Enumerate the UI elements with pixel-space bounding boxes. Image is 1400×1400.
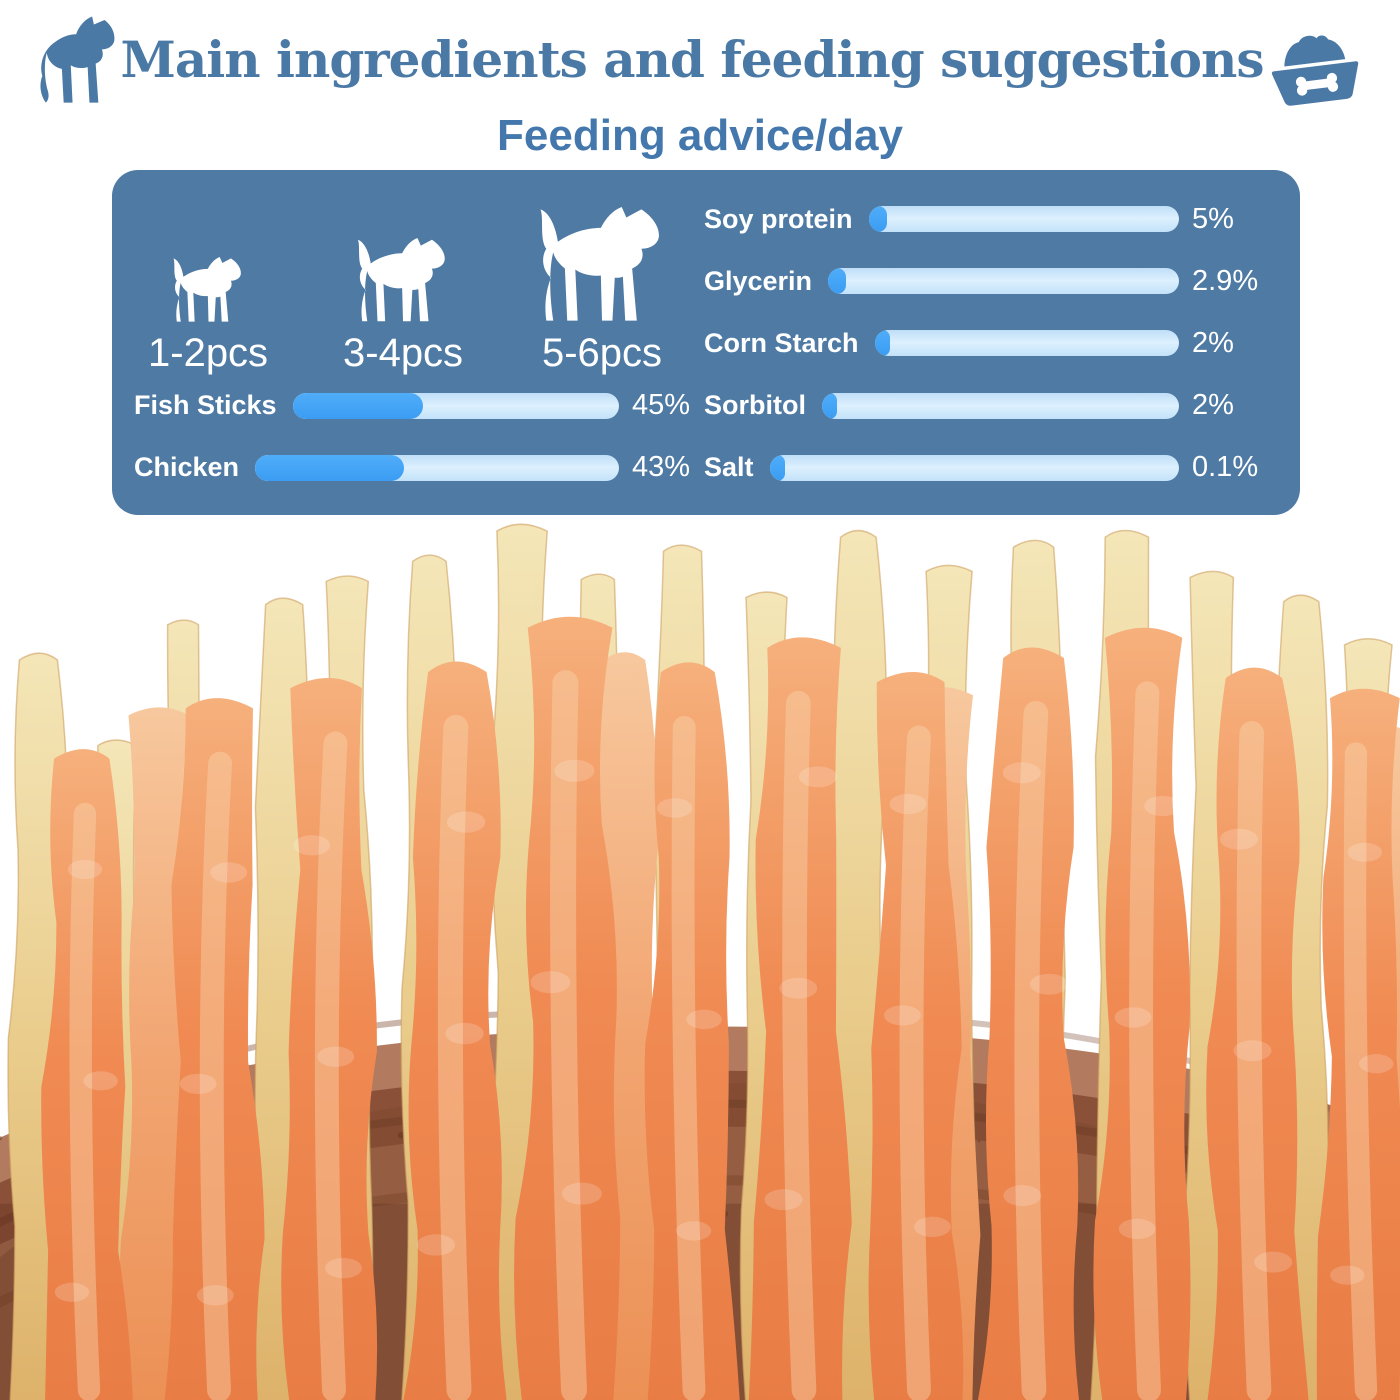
- ingredient-label: Soy protein: [704, 203, 853, 234]
- ingredient-row-chicken: Chicken 43%: [134, 437, 690, 499]
- ingredient-value: 43%: [631, 451, 690, 484]
- ingredient-label: Corn Starch: [704, 327, 859, 358]
- ingredient-bar-fill: [822, 392, 837, 419]
- ingredient-value: 0.1%: [1192, 451, 1259, 484]
- ingredient-label: Chicken: [134, 452, 240, 483]
- section-subtitle: Feeding advice/day: [497, 111, 903, 160]
- ingredient-value: 5%: [1192, 202, 1234, 235]
- dog-size-guide: 1-2pcs 3-4pcs 5-6pcs: [134, 188, 690, 375]
- dog-size-large: 5-6pcs: [538, 206, 666, 375]
- feeding-amount-label: 3-4pcs: [343, 330, 464, 375]
- ingredient-row-salt: Salt 0.1%: [704, 437, 1276, 499]
- ingredient-label: Salt: [704, 452, 754, 483]
- feeding-amount-label: 5-6pcs: [541, 330, 663, 375]
- ingredient-bar-fill: [874, 330, 890, 357]
- ingredient-value: 45%: [631, 389, 690, 422]
- chicken-wrapped-sticks: [41, 616, 1400, 1400]
- ingredient-label: Glycerin: [704, 265, 813, 296]
- dog-size-medium: 3-4pcs: [343, 237, 464, 375]
- ingredient-row-sorbitol: Sorbitol 2%: [704, 375, 1276, 437]
- ingredient-row-glycerin: Glycerin 2.9%: [704, 250, 1276, 312]
- ingredient-row-soy-protein: Soy protein 5%: [704, 188, 1276, 250]
- ingredient-row-fish-sticks: Fish Sticks 45%: [134, 375, 690, 437]
- ingredient-bar-track: [874, 330, 1179, 357]
- ingredient-row-corn-starch: Corn Starch 2%: [704, 312, 1276, 374]
- ingredient-bar-track: [292, 392, 619, 419]
- page-title: Main ingredients and feeding suggestions: [120, 30, 1265, 89]
- ingredient-label: Fish Sticks: [134, 390, 277, 421]
- dog-silhouette-medium-icon: [357, 237, 445, 321]
- page-header: Main ingredients and feeding suggestions: [0, 0, 1400, 110]
- ingredient-value: 2%: [1192, 326, 1234, 359]
- dog-silhouette-small-icon: [173, 256, 241, 322]
- ingredient-bar-track: [822, 392, 1179, 419]
- feeding-advice-panel: 1-2pcs 3-4pcs 5-6pcs Fish Sticks 45% Chicken…: [112, 170, 1300, 515]
- ingredient-bar-track: [868, 206, 1179, 233]
- ingredient-value: 2.9%: [1192, 264, 1259, 297]
- ingredient-bar-fill: [292, 392, 424, 419]
- feeding-amount-label: 1-2pcs: [148, 330, 269, 375]
- ingredient-bar-fill: [868, 206, 888, 233]
- dog-silhouette-large-icon: [540, 206, 659, 321]
- ingredient-value: 2%: [1192, 389, 1234, 422]
- sitting-dog-icon: [39, 16, 114, 103]
- ingredient-bar-fill: [828, 268, 846, 295]
- ingredient-bar-track: [828, 268, 1179, 295]
- dog-size-small: 1-2pcs: [148, 256, 269, 375]
- dog-food-bowl-bone-icon: [1272, 35, 1359, 106]
- ingredient-label: Sorbitol: [704, 390, 806, 421]
- ingredient-bar-track: [255, 454, 619, 481]
- product-photo: [0, 509, 1400, 1400]
- ingredient-bar-fill: [255, 454, 405, 481]
- ingredient-bar-track: [769, 454, 1179, 481]
- ingredient-bar-fill: [769, 454, 785, 481]
